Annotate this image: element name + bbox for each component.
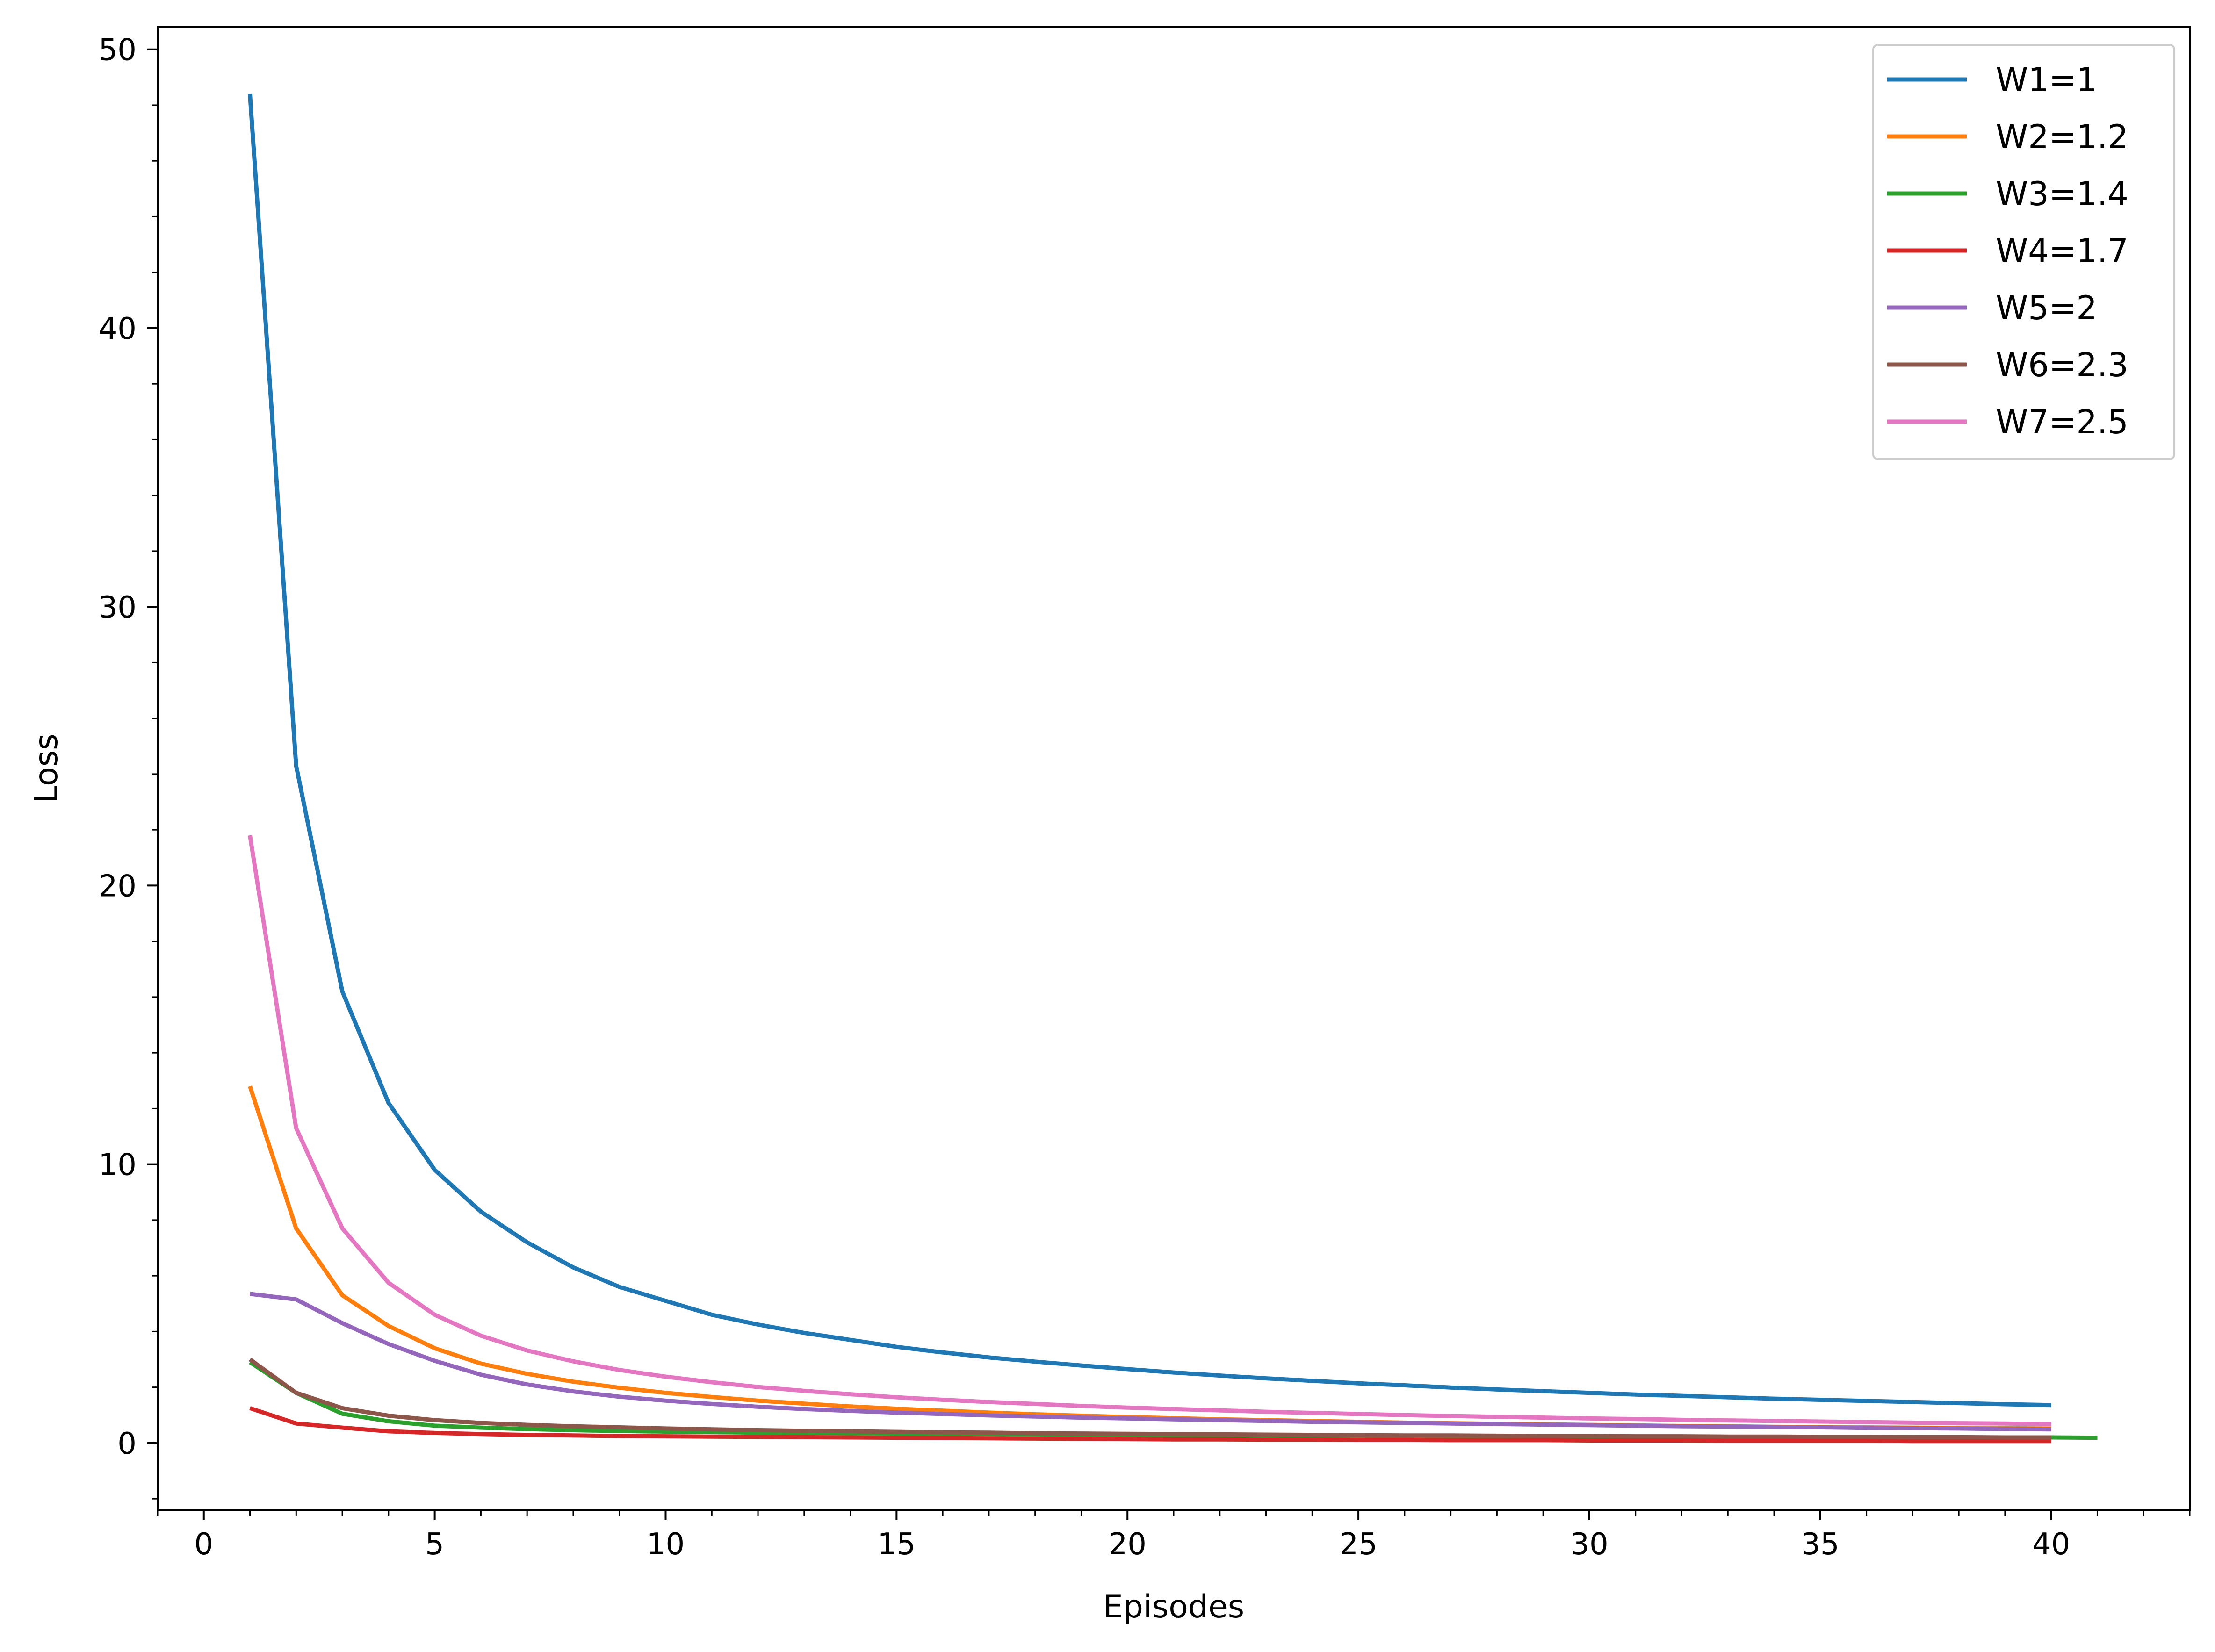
x-tick-label: 20 (1109, 1527, 1147, 1562)
x-tick-label: 25 (1339, 1527, 1377, 1562)
y-tick-label: 20 (99, 869, 137, 904)
x-tick-label: 40 (2032, 1527, 2070, 1562)
x-axis-ticks: 0 5 10 15 20 25 30 35 40 (157, 1510, 2191, 1562)
x-tick-label: 15 (878, 1527, 916, 1562)
series-line-5 (249, 1292, 2051, 1432)
series-line-1 (248, 93, 2051, 1408)
legend-label: W1=1 (1996, 61, 2097, 99)
y-tick-label: 10 (99, 1148, 137, 1183)
y-axis-ticks: 0 10 20 30 40 50 (99, 33, 158, 1500)
legend-label: W3=1.4 (1996, 175, 2128, 213)
y-tick-label: 0 (117, 1427, 137, 1461)
legend-box (1872, 44, 2175, 460)
series-line-6 (248, 1358, 2051, 1440)
y-tick-label: 30 (99, 590, 137, 625)
x-axis-label: Episodes (1103, 1588, 1244, 1625)
plot-lines (248, 93, 2098, 1444)
y-axis-label: Loss (28, 733, 65, 803)
legend-label: W2=1.2 (1996, 118, 2128, 156)
y-tick-label: 40 (99, 312, 137, 346)
series-line-7 (248, 835, 2051, 1426)
x-tick-label: 30 (1570, 1527, 1608, 1562)
legend: W1=1 W2=1.2 W3=1.4 W4=1.7 W5=2 W6=2.3 W7=2.5 (1872, 44, 2175, 460)
legend-label: W6=2.3 (1996, 346, 2128, 384)
legend-label: W5=2 (1996, 289, 2097, 327)
x-tick-label: 10 (647, 1527, 685, 1562)
x-tick-label: 0 (194, 1527, 213, 1562)
legend-label: W4=1.7 (1996, 232, 2128, 270)
x-tick-label: 35 (1801, 1527, 1839, 1562)
x-tick-label: 5 (425, 1527, 444, 1562)
series-line-4 (249, 1406, 2051, 1444)
y-tick-label: 50 (99, 33, 137, 68)
legend-label: W7=2.5 (1996, 403, 2128, 441)
